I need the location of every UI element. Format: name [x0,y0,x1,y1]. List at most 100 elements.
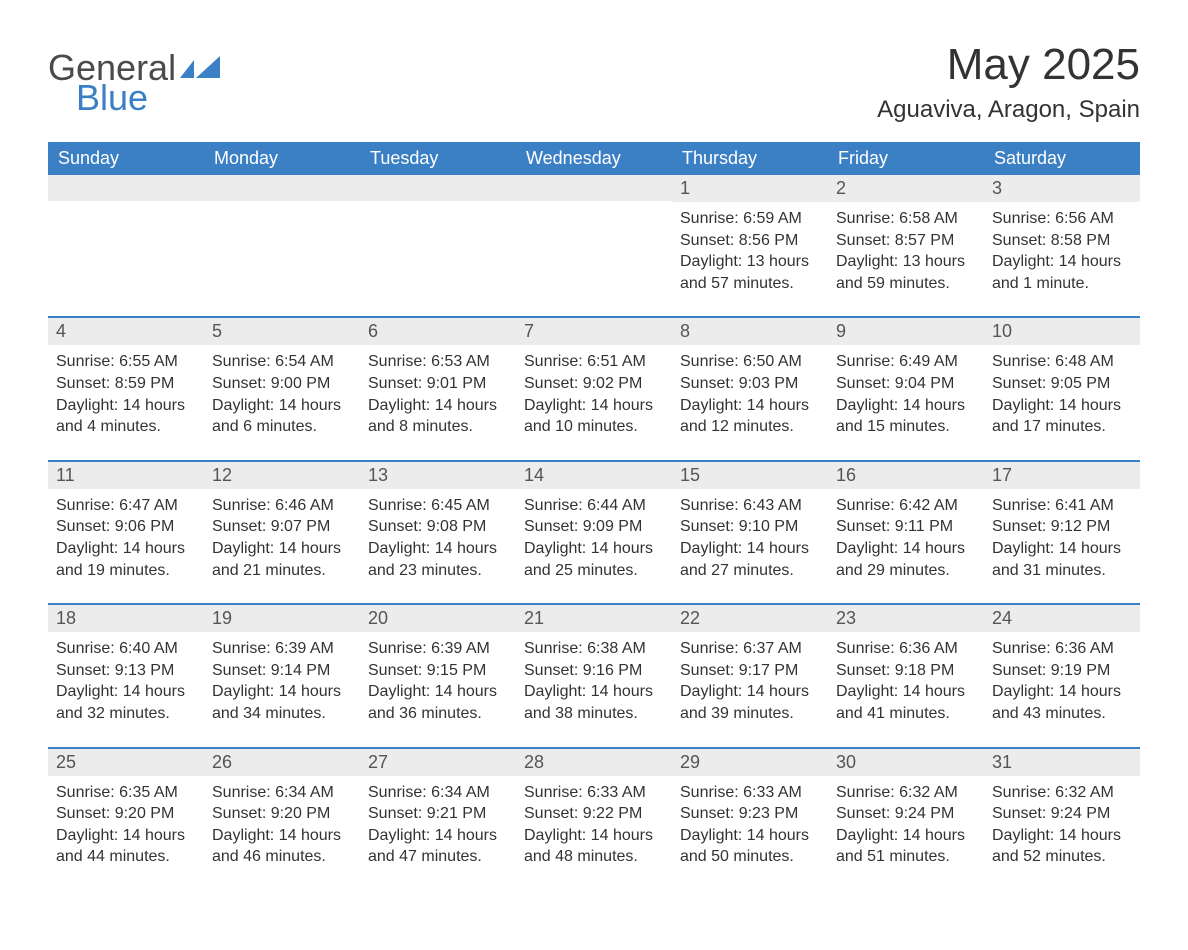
day-content: Sunrise: 6:44 AMSunset: 9:09 PMDaylight:… [516,489,672,603]
calendar-cell: 24Sunrise: 6:36 AMSunset: 9:19 PMDayligh… [984,604,1140,747]
weekday-header: Wednesday [516,142,672,175]
weekday-header-row: Sunday Monday Tuesday Wednesday Thursday… [48,142,1140,175]
day-content: Sunrise: 6:35 AMSunset: 9:20 PMDaylight:… [48,776,204,890]
daylight-text: Daylight: 14 hours and 38 minutes. [524,681,664,724]
day-content: Sunrise: 6:36 AMSunset: 9:19 PMDaylight:… [984,632,1140,746]
header: General Blue May 2025 Aguaviva, Aragon, … [48,40,1140,124]
daylight-text: Daylight: 14 hours and 32 minutes. [56,681,196,724]
calendar-week-row: 4Sunrise: 6:55 AMSunset: 8:59 PMDaylight… [48,317,1140,460]
sunrise-text: Sunrise: 6:39 AM [368,638,508,660]
weekday-header: Monday [204,142,360,175]
sunrise-text: Sunrise: 6:38 AM [524,638,664,660]
day-number: 21 [516,605,672,632]
sunrise-text: Sunrise: 6:59 AM [680,208,820,230]
calendar-cell: 31Sunrise: 6:32 AMSunset: 9:24 PMDayligh… [984,748,1140,890]
day-content: Sunrise: 6:48 AMSunset: 9:05 PMDaylight:… [984,345,1140,459]
daylight-text: Daylight: 14 hours and 31 minutes. [992,538,1132,581]
title-block: May 2025 Aguaviva, Aragon, Spain [877,40,1140,124]
calendar-cell: 21Sunrise: 6:38 AMSunset: 9:16 PMDayligh… [516,604,672,747]
sunset-text: Sunset: 9:24 PM [836,803,976,825]
calendar-cell: 14Sunrise: 6:44 AMSunset: 9:09 PMDayligh… [516,461,672,604]
daylight-text: Daylight: 14 hours and 21 minutes. [212,538,352,581]
day-content: Sunrise: 6:32 AMSunset: 9:24 PMDaylight:… [828,776,984,890]
day-content: Sunrise: 6:58 AMSunset: 8:57 PMDaylight:… [828,202,984,316]
day-content: Sunrise: 6:47 AMSunset: 9:06 PMDaylight:… [48,489,204,603]
daylight-text: Daylight: 14 hours and 8 minutes. [368,395,508,438]
sunrise-text: Sunrise: 6:33 AM [680,782,820,804]
daylight-text: Daylight: 14 hours and 17 minutes. [992,395,1132,438]
calendar-cell: 10Sunrise: 6:48 AMSunset: 9:05 PMDayligh… [984,317,1140,460]
day-number: 18 [48,605,204,632]
sunrise-text: Sunrise: 6:49 AM [836,351,976,373]
sunrise-text: Sunrise: 6:35 AM [56,782,196,804]
daylight-text: Daylight: 14 hours and 4 minutes. [56,395,196,438]
weekday-header: Tuesday [360,142,516,175]
day-number [204,175,360,201]
daylight-text: Daylight: 14 hours and 52 minutes. [992,825,1132,868]
day-number: 26 [204,749,360,776]
logo-text-blue: Blue [76,80,222,116]
day-number [48,175,204,201]
calendar-week-row: 11Sunrise: 6:47 AMSunset: 9:06 PMDayligh… [48,461,1140,604]
day-number: 14 [516,462,672,489]
sunset-text: Sunset: 9:04 PM [836,373,976,395]
daylight-text: Daylight: 14 hours and 10 minutes. [524,395,664,438]
sunrise-text: Sunrise: 6:46 AM [212,495,352,517]
day-content [360,201,516,297]
sunrise-text: Sunrise: 6:51 AM [524,351,664,373]
day-content: Sunrise: 6:53 AMSunset: 9:01 PMDaylight:… [360,345,516,459]
calendar-body: 1Sunrise: 6:59 AMSunset: 8:56 PMDaylight… [48,175,1140,890]
day-content: Sunrise: 6:32 AMSunset: 9:24 PMDaylight:… [984,776,1140,890]
daylight-text: Daylight: 14 hours and 6 minutes. [212,395,352,438]
sunset-text: Sunset: 9:03 PM [680,373,820,395]
calendar-cell: 26Sunrise: 6:34 AMSunset: 9:20 PMDayligh… [204,748,360,890]
day-number: 4 [48,318,204,345]
sunset-text: Sunset: 9:24 PM [992,803,1132,825]
calendar-cell: 1Sunrise: 6:59 AMSunset: 8:56 PMDaylight… [672,175,828,317]
day-number: 3 [984,175,1140,202]
day-number: 13 [360,462,516,489]
page: General Blue May 2025 Aguaviva, Aragon, … [0,0,1188,950]
daylight-text: Daylight: 14 hours and 23 minutes. [368,538,508,581]
day-content: Sunrise: 6:39 AMSunset: 9:15 PMDaylight:… [360,632,516,746]
day-content: Sunrise: 6:42 AMSunset: 9:11 PMDaylight:… [828,489,984,603]
sunset-text: Sunset: 9:00 PM [212,373,352,395]
calendar-cell [48,175,204,317]
day-content: Sunrise: 6:50 AMSunset: 9:03 PMDaylight:… [672,345,828,459]
day-number: 24 [984,605,1140,632]
daylight-text: Daylight: 14 hours and 48 minutes. [524,825,664,868]
day-content: Sunrise: 6:38 AMSunset: 9:16 PMDaylight:… [516,632,672,746]
sunset-text: Sunset: 8:57 PM [836,230,976,252]
day-content: Sunrise: 6:51 AMSunset: 9:02 PMDaylight:… [516,345,672,459]
sunset-text: Sunset: 9:12 PM [992,516,1132,538]
calendar-cell: 15Sunrise: 6:43 AMSunset: 9:10 PMDayligh… [672,461,828,604]
sunset-text: Sunset: 9:13 PM [56,660,196,682]
day-number: 31 [984,749,1140,776]
sunset-text: Sunset: 9:20 PM [212,803,352,825]
sunset-text: Sunset: 9:11 PM [836,516,976,538]
calendar-week-row: 1Sunrise: 6:59 AMSunset: 8:56 PMDaylight… [48,175,1140,317]
sunset-text: Sunset: 9:05 PM [992,373,1132,395]
calendar-cell: 25Sunrise: 6:35 AMSunset: 9:20 PMDayligh… [48,748,204,890]
daylight-text: Daylight: 14 hours and 50 minutes. [680,825,820,868]
calendar-cell: 3Sunrise: 6:56 AMSunset: 8:58 PMDaylight… [984,175,1140,317]
sunrise-text: Sunrise: 6:56 AM [992,208,1132,230]
calendar-cell: 30Sunrise: 6:32 AMSunset: 9:24 PMDayligh… [828,748,984,890]
calendar-cell: 20Sunrise: 6:39 AMSunset: 9:15 PMDayligh… [360,604,516,747]
daylight-text: Daylight: 14 hours and 51 minutes. [836,825,976,868]
weekday-header: Saturday [984,142,1140,175]
day-number [516,175,672,201]
day-content: Sunrise: 6:55 AMSunset: 8:59 PMDaylight:… [48,345,204,459]
sunrise-text: Sunrise: 6:42 AM [836,495,976,517]
sunset-text: Sunset: 9:08 PM [368,516,508,538]
day-content [48,201,204,297]
daylight-text: Daylight: 14 hours and 29 minutes. [836,538,976,581]
sunrise-text: Sunrise: 6:43 AM [680,495,820,517]
day-content: Sunrise: 6:41 AMSunset: 9:12 PMDaylight:… [984,489,1140,603]
calendar-cell: 22Sunrise: 6:37 AMSunset: 9:17 PMDayligh… [672,604,828,747]
calendar-cell [516,175,672,317]
calendar-cell: 23Sunrise: 6:36 AMSunset: 9:18 PMDayligh… [828,604,984,747]
day-content: Sunrise: 6:39 AMSunset: 9:14 PMDaylight:… [204,632,360,746]
calendar-cell: 29Sunrise: 6:33 AMSunset: 9:23 PMDayligh… [672,748,828,890]
daylight-text: Daylight: 13 hours and 57 minutes. [680,251,820,294]
